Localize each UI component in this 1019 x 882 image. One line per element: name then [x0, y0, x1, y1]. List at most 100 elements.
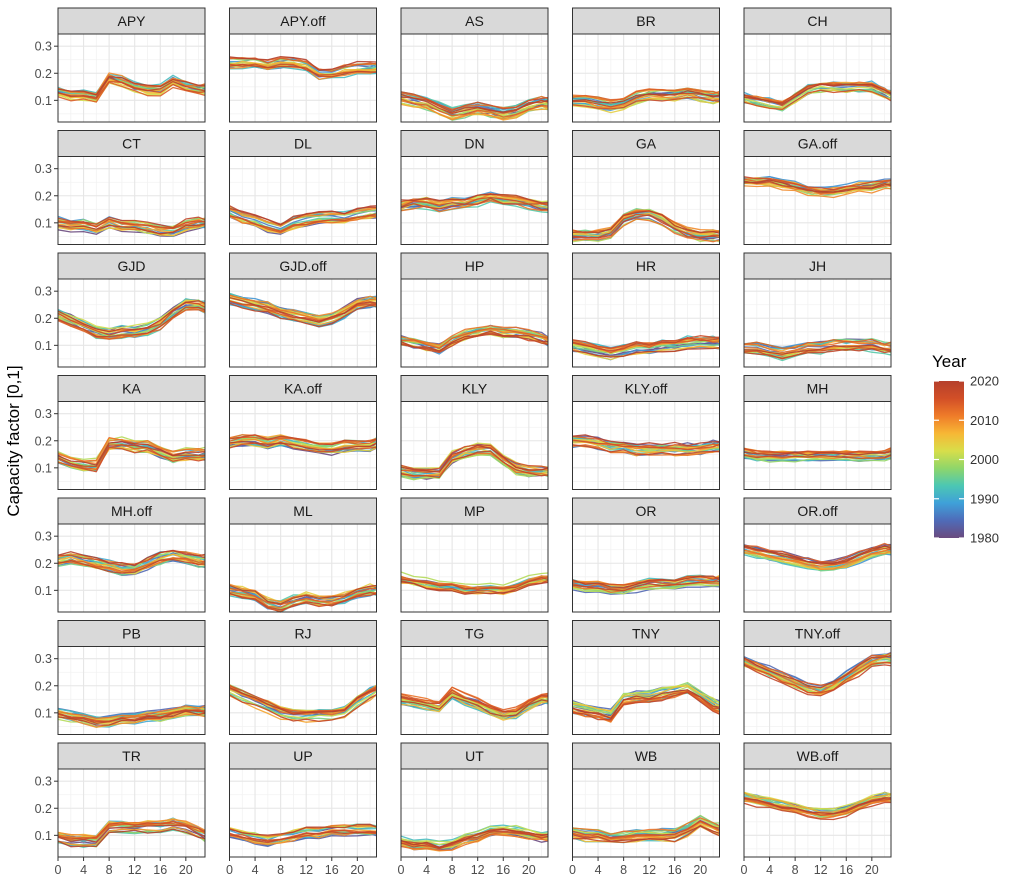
series-line-2016 [57, 549, 206, 566]
plot-background [572, 524, 720, 612]
series-line-2000 [400, 571, 549, 586]
facet-strip-label: UP [293, 748, 312, 764]
facet-panel-dn: DN [400, 130, 549, 245]
facet-panel-gjd-off: GJD.off [228, 252, 377, 368]
series-line-2016 [572, 335, 720, 349]
series-line-2018 [572, 336, 720, 352]
series-line-2012 [57, 224, 206, 235]
series-line-2016 [743, 661, 892, 694]
plot-background [229, 769, 377, 857]
y-tick-label: 0.3 [35, 162, 52, 176]
facet-strip [743, 375, 892, 402]
series-line-2002 [743, 85, 892, 108]
series-line-2020 [743, 344, 892, 355]
y-tick-label: 0.2 [35, 67, 52, 81]
plot-background [401, 524, 548, 612]
facet-panel-ch: CH [743, 7, 892, 123]
series-line-2018 [572, 580, 720, 592]
plot-background [744, 401, 891, 490]
series-line-2010 [229, 207, 377, 227]
panel-border [743, 278, 892, 368]
series-line-2012 [57, 557, 206, 574]
facet-panel-mp: MP [400, 497, 549, 613]
facet-panels: APY 0.1 0.2 0.3 APY.off AS BR CH CT 0.1 0.2 0.3 DL DN… [35, 7, 892, 877]
panel-border [229, 646, 377, 735]
facet-strip [572, 497, 720, 525]
series-line-2018 [57, 558, 206, 574]
facet-panel-as: AS [400, 7, 549, 123]
series-line-2006 [572, 685, 720, 712]
series-line-1998 [57, 217, 206, 228]
facet-strip-label: GA.off [798, 136, 838, 152]
series-line-2000 [400, 453, 549, 480]
x-tick-label: 8 [106, 863, 113, 877]
facet-strip-label: KLY [462, 381, 488, 397]
facet-strip-label: MP [464, 503, 485, 519]
series-line-2014 [229, 57, 377, 72]
facet-strip-label: OR.off [797, 503, 837, 519]
facet-strip [229, 130, 377, 157]
series-line-2018 [572, 92, 720, 108]
plot-background [229, 34, 377, 122]
facet-strip-label: DN [464, 136, 484, 152]
facet-strip-label: WB [635, 748, 658, 764]
series-line-2020 [400, 93, 549, 115]
facet-strip-label: MH [807, 381, 829, 397]
facet-panel-or-off: OR.off [743, 497, 892, 613]
legend-tick-label: 1990 [970, 491, 999, 506]
y-tick-label: 0.3 [35, 285, 52, 299]
x-tick-label: 0 [55, 863, 62, 877]
series-line-2020 [57, 75, 206, 96]
series-line-2016 [400, 91, 549, 112]
facet-strip [57, 375, 206, 402]
facet-strip-label: TR [122, 748, 141, 764]
series-line-2018 [57, 824, 206, 843]
series-line-2018 [229, 434, 377, 446]
series-line-2014 [229, 436, 377, 446]
series-line-2020 [229, 823, 377, 836]
series-line-2000 [572, 584, 720, 595]
series-line-2016 [229, 213, 377, 232]
facet-panel-mh: MH [743, 375, 892, 490]
series-line-2020 [57, 710, 206, 726]
facet-panel-ml: ML [228, 497, 377, 613]
y-tick-label: 0.1 [35, 339, 52, 353]
facet-strip-label: RJ [294, 626, 311, 642]
facet-strip-label: CH [807, 13, 827, 29]
facet-strip-label: TNY.off [795, 626, 841, 642]
facet-panel-ga: GA [571, 130, 720, 245]
facet-strip [400, 742, 549, 770]
series-line-2018 [400, 692, 548, 713]
series-line-2012 [572, 218, 720, 243]
series-line-2010 [743, 185, 892, 199]
series-line-2020 [572, 210, 720, 234]
facet-strip-label: GJD.off [279, 258, 326, 274]
series-line-2018 [57, 444, 206, 468]
facet-strip-label: HR [636, 258, 656, 274]
y-tick-label: 0.1 [35, 94, 52, 108]
facet-strip-label: UT [465, 748, 484, 764]
series-line-2018 [400, 197, 549, 211]
y-tick-label: 0.1 [35, 584, 52, 598]
series-line-1994 [400, 201, 549, 214]
panel-border [743, 768, 892, 858]
plot-background [401, 646, 548, 735]
facet-strip [229, 742, 377, 770]
y-tick-label: 0.3 [35, 407, 52, 421]
series-line-2008 [229, 299, 377, 326]
series-line-2004 [572, 438, 720, 450]
facet-strip-label: WB.off [797, 748, 839, 764]
series-line-2018 [57, 216, 206, 229]
x-tick-label: 4 [595, 863, 602, 877]
series-line-2020 [229, 55, 377, 71]
facet-strip [400, 252, 549, 280]
y-tick-label: 0.2 [35, 189, 52, 203]
facet-panel-tg: TG [400, 620, 549, 735]
x-tick-label: 20 [179, 863, 193, 877]
series-line-2018 [229, 831, 377, 843]
x-tick-label: 0 [226, 863, 233, 877]
facet-strip-label: KA [122, 381, 141, 397]
panel-border [57, 401, 206, 490]
facet-strip-label: TG [465, 626, 484, 642]
facet-strip [57, 130, 206, 157]
